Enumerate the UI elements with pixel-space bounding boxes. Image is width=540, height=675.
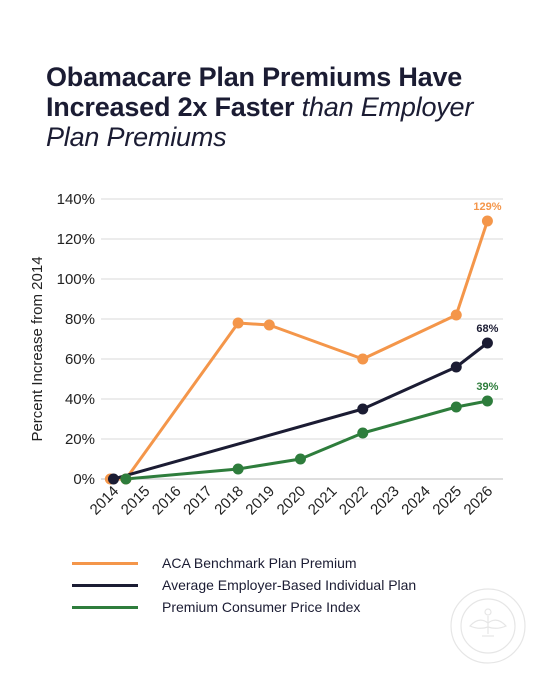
official-seal-watermark (450, 588, 526, 664)
y-tick-label: 0% (73, 471, 95, 488)
legend-swatch (72, 561, 138, 565)
data-label: 68% (476, 323, 498, 335)
x-tick-label: 2018 (211, 483, 247, 519)
x-tick-label: 2022 (336, 483, 372, 519)
data-point (120, 473, 132, 485)
x-tick-label: 2026 (461, 483, 497, 519)
legend-swatch (72, 605, 138, 609)
data-point (481, 337, 493, 349)
y-axis-label: Percent Increase from 2014 (29, 256, 46, 441)
series-line (111, 341, 489, 481)
data-point (450, 401, 462, 413)
data-point (232, 463, 244, 475)
x-tick-label: 2017 (180, 483, 216, 519)
x-tick-label: 2023 (367, 483, 403, 519)
x-tick-label: 2016 (149, 483, 185, 519)
data-point (357, 403, 369, 415)
x-tick-label: 2025 (429, 483, 465, 519)
x-tick-label: 2021 (305, 483, 341, 519)
y-tick-label: 40% (65, 391, 95, 408)
x-tick-label: 2019 (242, 483, 278, 519)
legend-item: Premium Consumer Price Index (72, 596, 416, 618)
legend-item: Average Employer-Based Individual Plan (72, 574, 416, 596)
data-point (450, 361, 462, 373)
data-point (263, 319, 275, 331)
y-tick-label: 140% (57, 191, 95, 208)
chart-title-bold: Obamacare Plan Premiums Have Increased 2… (46, 62, 463, 122)
data-label: 129% (473, 201, 501, 213)
x-tick-label: 2024 (398, 483, 434, 519)
chart-title-italic: than Employer Plan Premiums (46, 92, 474, 152)
data-point (450, 309, 462, 321)
data-point (107, 473, 119, 485)
data-label: 39% (476, 381, 498, 393)
data-point (357, 353, 369, 365)
y-tick-label: 100% (57, 271, 95, 288)
legend-label: Average Employer-Based Individual Plan (162, 577, 417, 593)
legend-label: Premium Consumer Price Index (162, 599, 361, 615)
legend-label: ACA Benchmark Plan Premium (162, 555, 357, 571)
y-tick-label: 20% (65, 431, 95, 448)
series-line (124, 399, 489, 481)
series-line (108, 219, 489, 481)
y-tick-label: 120% (57, 231, 95, 248)
x-tick-label: 2015 (118, 483, 154, 519)
data-point (232, 317, 244, 329)
x-tick-label: 2020 (274, 483, 310, 519)
legend-swatch (72, 583, 138, 587)
data-point (294, 453, 306, 465)
y-tick-label: 80% (65, 311, 95, 328)
data-point (481, 395, 493, 407)
legend-item: ACA Benchmark Plan Premium (72, 552, 416, 574)
data-point (481, 215, 493, 227)
data-point (357, 427, 369, 439)
x-tick-label: 2014 (87, 483, 123, 519)
y-tick-label: 60% (65, 351, 95, 368)
chart-title: Obamacare Plan Premiums Have Increased 2… (46, 62, 516, 152)
chart-legend: ACA Benchmark Plan Premium Average Employ… (72, 552, 416, 618)
